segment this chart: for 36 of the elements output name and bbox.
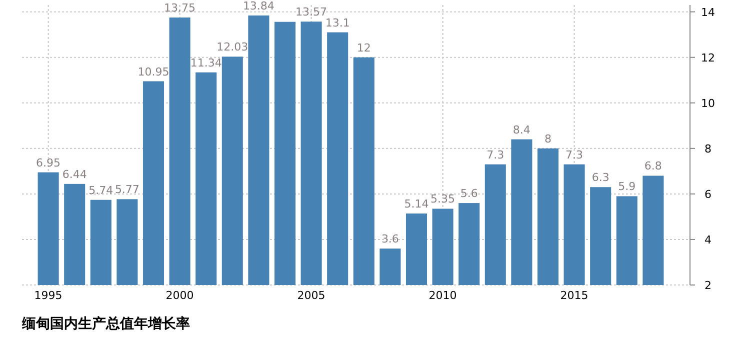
data-label: 13.75: [164, 2, 196, 15]
data-label: 5.6: [460, 187, 478, 200]
data-label: 12: [356, 41, 371, 54]
data-label: 6.3: [592, 171, 610, 184]
y-tick-label: 12: [701, 51, 715, 64]
x-tick-label: 2000: [166, 289, 194, 302]
data-label: 6.95: [36, 156, 61, 170]
data-label: 7.3: [566, 148, 584, 162]
data-label: 13.84: [242, 0, 274, 12]
data-label: 8.4: [512, 123, 530, 136]
data-label: 13.57: [296, 6, 328, 19]
data-label: 5.14: [404, 198, 429, 211]
data-label: 12.03: [216, 40, 248, 54]
y-tick-label: 2: [704, 279, 712, 292]
text: 缅甸国内生产总值年增长率: [21, 315, 190, 332]
y-tick-label: 4: [704, 233, 712, 246]
data-label: 5.35: [430, 192, 456, 206]
data-label: 13.1: [325, 16, 350, 30]
y-tick-label: 8: [704, 142, 712, 156]
x-tick-label: 2010: [428, 289, 457, 302]
data-label: 5.9: [618, 180, 636, 194]
x-tick-label: 2005: [297, 289, 326, 302]
data-label: 5.77: [114, 183, 140, 196]
y-tick-label: 10: [701, 96, 715, 110]
data-label: 3.6: [381, 232, 399, 246]
y-tick-label: 6: [704, 188, 712, 201]
data-label: 5.74: [88, 184, 114, 197]
data-label: 6.8: [644, 160, 662, 173]
data-label: 6.44: [62, 168, 87, 181]
y-tick-label: 14: [701, 6, 715, 19]
data-label: 10.95: [138, 65, 170, 78]
x-tick-label: 2015: [560, 289, 588, 302]
data-label: 8: [544, 132, 552, 146]
x-tick-label: 1995: [34, 289, 62, 302]
data-label: 11.34: [190, 56, 222, 70]
data-label: 7.3: [486, 148, 504, 162]
